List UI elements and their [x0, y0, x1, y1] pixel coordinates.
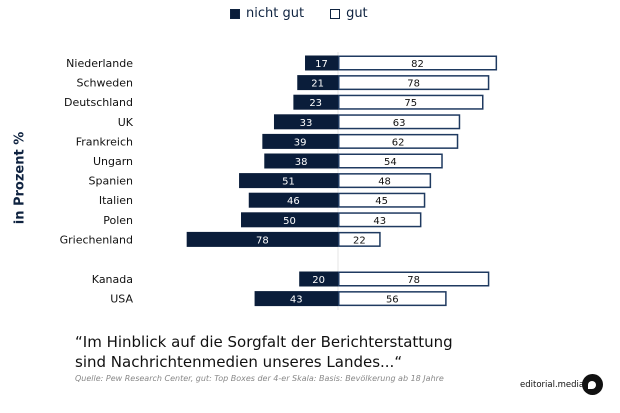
bar-gut — [338, 114, 461, 130]
category-label: Italien — [99, 194, 133, 207]
legend-item-nicht-gut: nicht gut — [230, 6, 304, 21]
legend-label-gut: gut — [346, 6, 368, 21]
chart: Niederlande 17 82 Schweden 21 78 Deutschland 23… — [60, 52, 498, 310]
bar-nicht-gut — [241, 212, 338, 228]
data-label-gut: 22 — [353, 235, 366, 246]
bar-gut — [338, 55, 498, 71]
data-label-gut: 63 — [393, 118, 406, 129]
data-label-gut: 45 — [375, 196, 388, 207]
category-label: Polen — [103, 214, 133, 227]
legend-item-gut: gut — [330, 6, 368, 21]
bar-gut — [338, 153, 443, 169]
category-label: Kanada — [92, 273, 133, 286]
bar-nicht-gut — [293, 94, 338, 110]
data-label-nicht-gut: 33 — [300, 118, 313, 129]
data-label-gut: 54 — [384, 157, 397, 168]
data-label-nicht-gut: 17 — [315, 59, 328, 70]
bar-nicht-gut — [262, 133, 338, 149]
data-label-nicht-gut: 23 — [309, 98, 322, 109]
bar-gut — [338, 173, 432, 189]
bar-gut — [338, 94, 484, 110]
bar-nicht-gut — [305, 55, 338, 71]
data-label-gut: 48 — [378, 177, 391, 188]
data-label-gut: 78 — [407, 79, 420, 90]
data-label-nicht-gut: 46 — [287, 196, 300, 207]
bar-nicht-gut — [248, 192, 338, 208]
data-label-nicht-gut: 21 — [311, 79, 324, 90]
bar-nicht-gut — [299, 271, 338, 287]
category-label: Deutschland — [64, 96, 133, 109]
bar-nicht-gut — [254, 291, 338, 307]
data-label-gut: 43 — [373, 216, 386, 227]
category-label: UK — [118, 116, 134, 129]
data-label-gut: 62 — [392, 137, 405, 148]
category-label: USA — [110, 293, 133, 306]
data-label-nicht-gut: 39 — [294, 137, 307, 148]
bar-gut — [338, 231, 381, 247]
brand-name: editorial.media — [520, 380, 585, 390]
bar-gut — [338, 271, 490, 287]
chart-title-quote: “Im Hinblick auf die Sorgfalt der Berich… — [75, 333, 453, 371]
legend-label-nicht-gut: nicht gut — [246, 6, 305, 21]
bar-gut — [338, 133, 459, 149]
category-label: Spanien — [89, 175, 134, 188]
data-label-gut: 82 — [411, 59, 424, 70]
category-label: Niederlande — [66, 57, 133, 70]
brand-logo-icon — [582, 374, 603, 395]
data-label-gut: 78 — [407, 275, 420, 286]
bar-gut — [338, 75, 490, 91]
bar-gut — [338, 192, 426, 208]
category-label: Schweden — [77, 77, 134, 90]
bar-nicht-gut — [239, 173, 338, 189]
category-label: Frankreich — [76, 135, 133, 148]
category-label: Ungarn — [93, 155, 133, 168]
category-label: Griechenland — [60, 233, 133, 246]
bar-nicht-gut — [264, 153, 338, 169]
data-label-nicht-gut: 78 — [256, 235, 269, 246]
data-label-gut: 56 — [386, 295, 399, 306]
legend: nicht gut gut — [230, 6, 368, 21]
legend-swatch-gut — [330, 8, 341, 19]
bar-nicht-gut — [297, 75, 338, 91]
bar-gut — [338, 291, 447, 307]
bar-nicht-gut — [273, 114, 338, 130]
data-label-nicht-gut: 38 — [295, 157, 308, 168]
source-note: Quelle: Pew Research Center, gut: Top Bo… — [75, 374, 444, 383]
data-label-nicht-gut: 20 — [312, 275, 325, 286]
legend-swatch-nicht-gut — [230, 8, 240, 19]
data-label-nicht-gut: 43 — [290, 295, 303, 306]
bar-gut — [338, 212, 422, 228]
data-label-nicht-gut: 51 — [282, 177, 295, 188]
data-label-gut: 75 — [404, 98, 417, 109]
bar-nicht-gut — [186, 231, 338, 247]
data-label-nicht-gut: 50 — [283, 216, 296, 227]
